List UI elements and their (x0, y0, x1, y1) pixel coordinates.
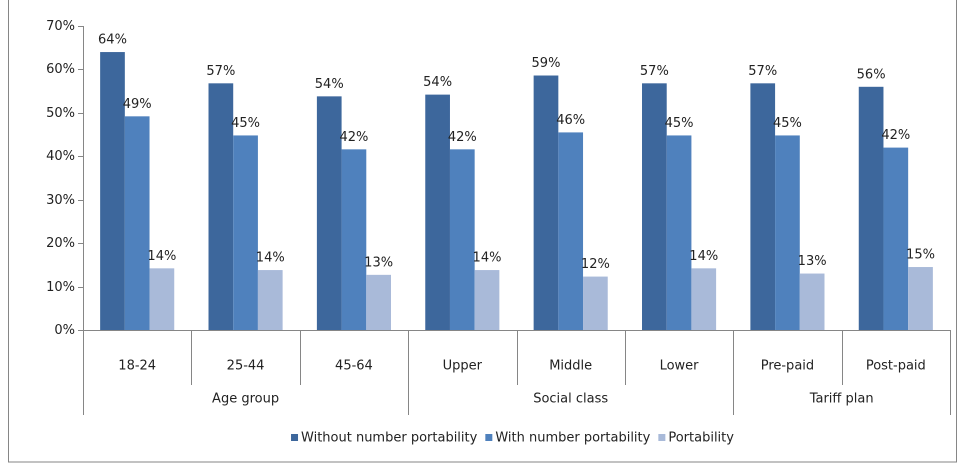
group-label: Tariff plan (809, 392, 874, 407)
data-label: 45% (665, 116, 694, 131)
bar (858, 86, 884, 330)
x-tick-label: Middle (549, 359, 592, 374)
group-label: Age group (212, 392, 279, 407)
x-tick-label: 45-64 (335, 359, 373, 374)
bar (642, 83, 667, 330)
bar (558, 132, 584, 330)
bar (208, 83, 234, 330)
bar (100, 52, 125, 331)
x-tick-label: Upper (443, 359, 483, 374)
y-tick-label: 40% (46, 149, 75, 164)
data-label: 42% (448, 130, 477, 145)
y-tick-label: 70% (46, 19, 75, 34)
data-label: 57% (748, 64, 777, 79)
y-tick-label: 60% (46, 62, 75, 77)
bar (425, 94, 450, 330)
bar (533, 75, 559, 330)
legend-label: Portability (668, 431, 734, 446)
y-tick-label: 0% (54, 323, 75, 338)
bar (583, 276, 608, 330)
bar (341, 149, 367, 330)
x-tick-label: 18-24 (118, 359, 156, 374)
data-label: 45% (231, 116, 260, 131)
data-label: 42% (339, 130, 368, 145)
bar (316, 96, 342, 331)
data-label: 45% (773, 116, 802, 131)
legend-swatch (291, 434, 299, 441)
data-label: 12% (581, 257, 610, 272)
bar (666, 135, 692, 330)
group-label: Social class (533, 392, 608, 407)
x-tick-label: Post-paid (866, 359, 926, 374)
data-label: 57% (640, 64, 669, 79)
data-label: 59% (532, 56, 561, 71)
data-label: 57% (206, 64, 235, 79)
chart-border (8, 0, 957, 463)
bar (908, 267, 933, 330)
data-label: 64% (98, 33, 127, 48)
data-label: 56% (857, 67, 886, 82)
data-label: 13% (798, 254, 827, 269)
data-label: 42% (881, 128, 910, 143)
data-label: 15% (906, 248, 935, 263)
data-label: 14% (689, 249, 718, 264)
y-tick-label: 10% (46, 280, 75, 295)
bar (366, 274, 391, 330)
bar (474, 270, 500, 330)
y-tick-label: 30% (46, 193, 75, 208)
bar (883, 147, 909, 330)
data-label: 49% (123, 97, 152, 112)
bar (233, 135, 258, 330)
legend-label: With number portability (495, 431, 650, 446)
legend-label: Without number portability (301, 431, 478, 446)
bar (449, 149, 475, 330)
data-label: 46% (556, 113, 585, 128)
legend-swatch (485, 434, 493, 441)
data-label: 14% (147, 249, 176, 264)
data-label: 54% (315, 77, 344, 92)
x-tick-label: Lower (660, 359, 700, 374)
bar (691, 268, 717, 330)
bar (799, 273, 825, 330)
data-label: 54% (423, 75, 452, 90)
bar (124, 116, 150, 331)
bar (149, 268, 175, 330)
x-tick-label: Pre-paid (761, 359, 814, 374)
data-label: 14% (473, 251, 502, 266)
legend-swatch (658, 434, 666, 441)
y-tick-label: 50% (46, 106, 75, 121)
data-label: 13% (364, 255, 393, 270)
bar (775, 135, 800, 330)
y-tick-label: 20% (46, 236, 75, 251)
bar (257, 270, 283, 330)
x-tick-label: 25-44 (227, 359, 265, 374)
bar (750, 83, 776, 330)
data-label: 14% (256, 251, 285, 266)
